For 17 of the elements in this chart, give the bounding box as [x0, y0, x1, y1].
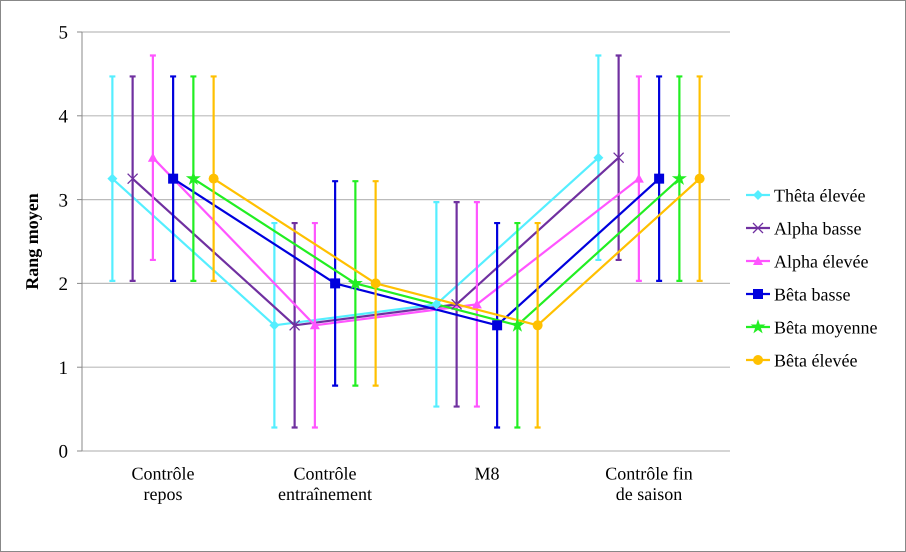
legend-label: Bêta moyenne — [774, 317, 878, 338]
y-tick-label: 1 — [58, 358, 68, 379]
y-tick-label: 3 — [58, 190, 68, 212]
y-tick-label: 0 — [58, 442, 68, 463]
y-tick-label: 4 — [58, 106, 68, 128]
y-tick-label: 2 — [58, 274, 68, 296]
legend-label: Bêta basse — [774, 284, 850, 304]
y-axis-title: Rang moyen — [22, 193, 42, 290]
x-tick-label: Contrôle repos — [132, 463, 194, 504]
x-tick-label: Contrôle entraînement — [278, 463, 372, 504]
x-tick-label: M8 — [474, 463, 500, 484]
legend-label: Bêta élevée — [774, 350, 858, 370]
y-tick-label: 5 — [58, 22, 68, 44]
legend-label: Alpha basse — [774, 218, 862, 238]
legend-label: Thêta élevée — [774, 185, 866, 206]
legend-label: Alpha élevée — [774, 251, 868, 272]
x-tick-label: Contrôle fin de saison — [605, 463, 693, 504]
